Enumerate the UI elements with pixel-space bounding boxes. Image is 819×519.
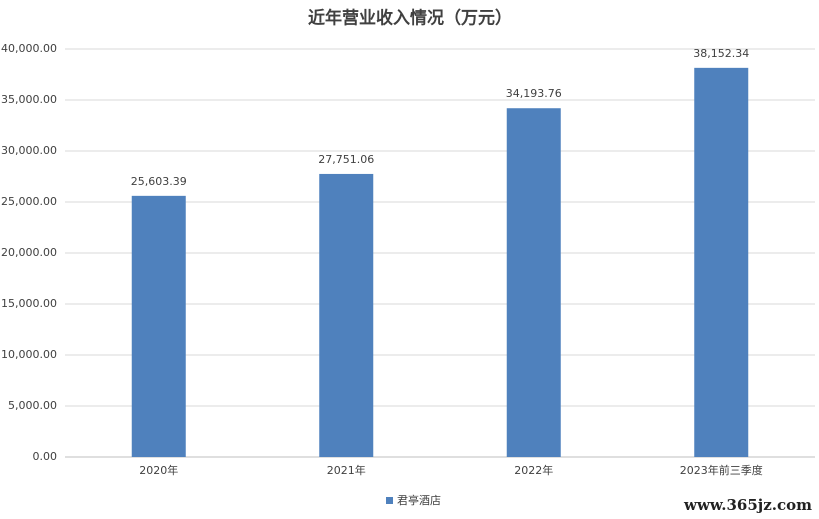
- y-tick-label: 35,000.00: [1, 93, 57, 106]
- y-tick-label: 25,000.00: [1, 195, 57, 208]
- chart-title: 近年营业收入情况（万元）: [308, 8, 512, 29]
- x-tick-label: 2023年前三季度: [680, 463, 763, 477]
- y-tick-label: 20,000.00: [1, 246, 57, 259]
- y-tick-label: 5,000.00: [8, 399, 57, 412]
- y-tick-label: 30,000.00: [1, 144, 57, 157]
- bar: [319, 173, 374, 457]
- data-label: 25,603.39: [131, 175, 187, 188]
- bar: [694, 67, 749, 457]
- watermark: www.365jz.com: [683, 496, 812, 514]
- data-label: 34,193.76: [506, 87, 562, 100]
- bar: [131, 195, 186, 457]
- data-label: 38,152.34: [693, 47, 749, 60]
- y-tick-label: 15,000.00: [1, 297, 57, 310]
- legend-label: 君亭酒店: [397, 493, 441, 507]
- bar: [506, 108, 561, 458]
- data-label: 27,751.06: [318, 153, 374, 166]
- legend-swatch: [386, 497, 393, 504]
- y-tick-label: 40,000.00: [1, 42, 57, 55]
- x-tick-label: 2020年: [139, 463, 178, 477]
- y-tick-label: 0.00: [33, 450, 58, 463]
- y-tick-label: 10,000.00: [1, 348, 57, 361]
- x-tick-label: 2022年: [514, 463, 553, 477]
- x-tick-label: 2021年: [327, 463, 366, 477]
